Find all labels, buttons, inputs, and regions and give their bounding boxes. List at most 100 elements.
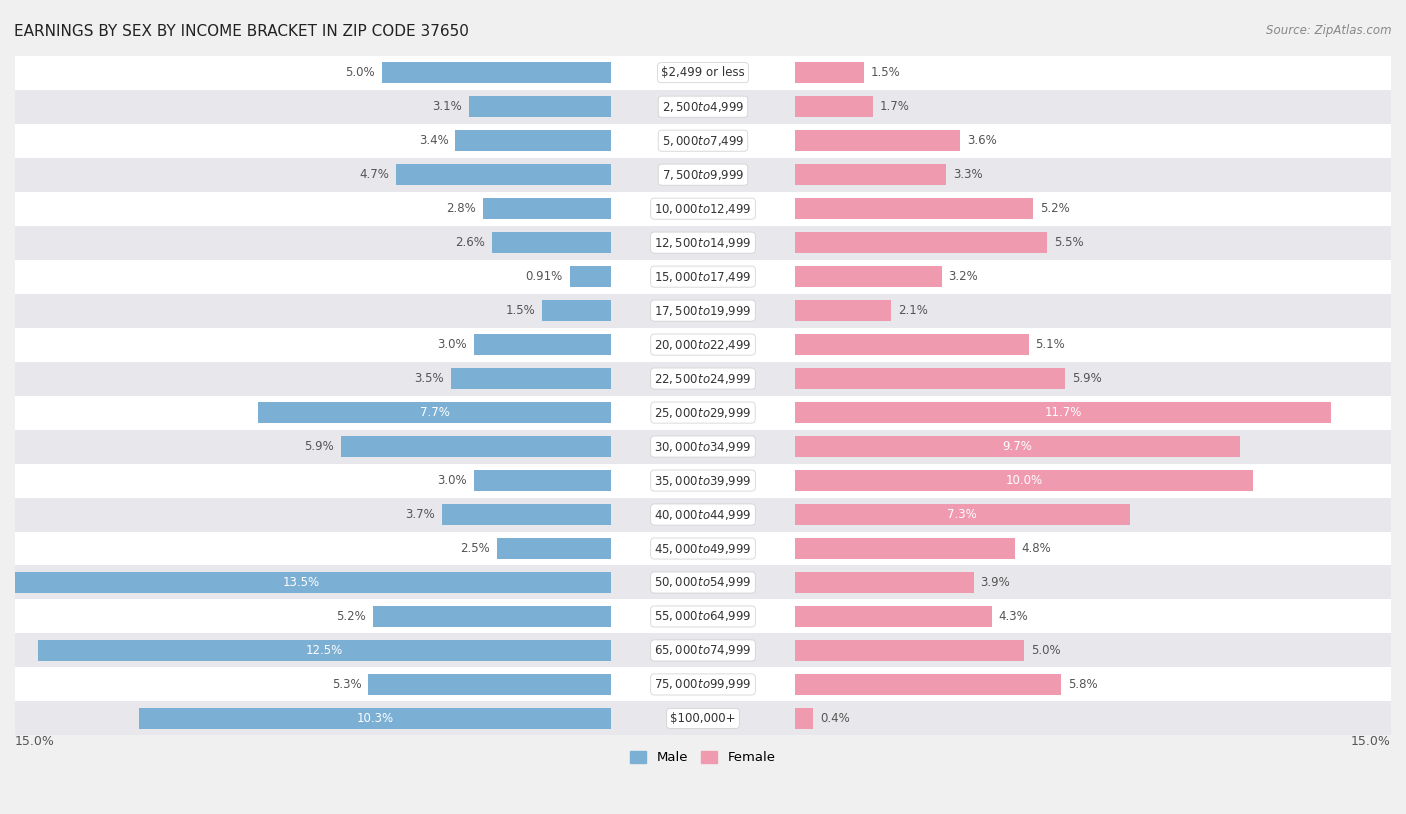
- Bar: [496, 538, 612, 558]
- Text: $75,000 to $99,999: $75,000 to $99,999: [654, 677, 752, 691]
- Bar: [15, 599, 1391, 633]
- Text: 4.8%: 4.8%: [1022, 542, 1052, 555]
- Bar: [15, 294, 1391, 327]
- Bar: [15, 396, 1391, 430]
- Bar: [15, 463, 1391, 497]
- Bar: [15, 702, 1391, 735]
- Bar: [15, 225, 1391, 260]
- Text: $35,000 to $39,999: $35,000 to $39,999: [654, 474, 752, 488]
- Text: 3.2%: 3.2%: [949, 270, 979, 283]
- Text: 15.0%: 15.0%: [1351, 735, 1391, 748]
- Bar: [794, 470, 1253, 491]
- Text: $55,000 to $64,999: $55,000 to $64,999: [654, 610, 752, 624]
- Bar: [441, 505, 612, 525]
- Bar: [569, 266, 612, 287]
- Text: 5.5%: 5.5%: [1054, 236, 1084, 249]
- Text: 5.2%: 5.2%: [336, 610, 366, 623]
- Text: 7.3%: 7.3%: [948, 508, 977, 521]
- Text: 5.0%: 5.0%: [1031, 644, 1060, 657]
- Bar: [794, 674, 1060, 694]
- Bar: [794, 369, 1066, 389]
- Text: $50,000 to $54,999: $50,000 to $54,999: [654, 575, 752, 589]
- Bar: [0, 572, 612, 593]
- Text: 0.91%: 0.91%: [526, 270, 562, 283]
- Text: 5.9%: 5.9%: [1073, 372, 1102, 385]
- Text: 12.5%: 12.5%: [307, 644, 343, 657]
- Bar: [395, 164, 612, 185]
- Bar: [794, 63, 863, 83]
- Bar: [794, 164, 946, 185]
- Text: 3.3%: 3.3%: [953, 168, 983, 182]
- Text: 0.4%: 0.4%: [820, 712, 849, 725]
- Text: 5.3%: 5.3%: [332, 678, 361, 691]
- Text: 3.5%: 3.5%: [415, 372, 444, 385]
- Bar: [794, 233, 1047, 253]
- Text: $30,000 to $34,999: $30,000 to $34,999: [654, 440, 752, 453]
- Bar: [794, 199, 1033, 219]
- Bar: [482, 199, 612, 219]
- Text: $2,500 to $4,999: $2,500 to $4,999: [662, 99, 744, 114]
- Bar: [474, 335, 612, 355]
- Text: 10.0%: 10.0%: [1005, 474, 1043, 487]
- Bar: [451, 369, 612, 389]
- Text: $22,500 to $24,999: $22,500 to $24,999: [654, 371, 752, 386]
- Text: 3.4%: 3.4%: [419, 134, 449, 147]
- Text: 1.5%: 1.5%: [506, 304, 536, 317]
- Text: EARNINGS BY SEX BY INCOME BRACKET IN ZIP CODE 37650: EARNINGS BY SEX BY INCOME BRACKET IN ZIP…: [14, 24, 470, 39]
- Text: 4.7%: 4.7%: [359, 168, 389, 182]
- Bar: [368, 674, 612, 694]
- Text: 10.3%: 10.3%: [357, 712, 394, 725]
- Text: $25,000 to $29,999: $25,000 to $29,999: [654, 405, 752, 419]
- Bar: [794, 300, 891, 321]
- Bar: [794, 606, 993, 627]
- Bar: [373, 606, 612, 627]
- Bar: [474, 470, 612, 491]
- Bar: [794, 505, 1129, 525]
- Text: 4.3%: 4.3%: [998, 610, 1029, 623]
- Text: 2.5%: 2.5%: [460, 542, 489, 555]
- Bar: [794, 572, 973, 593]
- Bar: [15, 191, 1391, 225]
- Bar: [456, 130, 612, 151]
- Text: $2,499 or less: $2,499 or less: [661, 66, 745, 79]
- Bar: [492, 233, 612, 253]
- Text: $12,500 to $14,999: $12,500 to $14,999: [654, 235, 752, 250]
- Text: 3.7%: 3.7%: [405, 508, 434, 521]
- Text: $20,000 to $22,499: $20,000 to $22,499: [654, 338, 752, 352]
- Text: 5.0%: 5.0%: [346, 66, 375, 79]
- Text: $100,000+: $100,000+: [671, 712, 735, 725]
- Text: 9.7%: 9.7%: [1002, 440, 1032, 453]
- Bar: [15, 260, 1391, 294]
- Bar: [794, 130, 960, 151]
- Text: 2.8%: 2.8%: [446, 202, 477, 215]
- Bar: [15, 327, 1391, 361]
- Bar: [38, 641, 612, 661]
- Text: 5.1%: 5.1%: [1036, 338, 1066, 351]
- Bar: [15, 430, 1391, 463]
- Bar: [15, 158, 1391, 191]
- Text: Source: ZipAtlas.com: Source: ZipAtlas.com: [1267, 24, 1392, 37]
- Bar: [794, 641, 1024, 661]
- Text: 3.9%: 3.9%: [980, 576, 1011, 589]
- Bar: [15, 667, 1391, 702]
- Bar: [794, 402, 1331, 422]
- Text: 15.0%: 15.0%: [15, 735, 55, 748]
- Text: $17,500 to $19,999: $17,500 to $19,999: [654, 304, 752, 317]
- Text: 5.9%: 5.9%: [304, 440, 333, 453]
- Bar: [15, 566, 1391, 599]
- Text: $65,000 to $74,999: $65,000 to $74,999: [654, 643, 752, 658]
- Text: 5.2%: 5.2%: [1040, 202, 1070, 215]
- Bar: [340, 436, 612, 457]
- Bar: [15, 361, 1391, 396]
- Text: 3.0%: 3.0%: [437, 338, 467, 351]
- Text: $45,000 to $49,999: $45,000 to $49,999: [654, 541, 752, 555]
- Bar: [794, 335, 1029, 355]
- Text: $10,000 to $12,499: $10,000 to $12,499: [654, 202, 752, 216]
- Text: 7.7%: 7.7%: [420, 406, 450, 419]
- Text: $15,000 to $17,499: $15,000 to $17,499: [654, 269, 752, 283]
- Bar: [15, 124, 1391, 158]
- Bar: [15, 497, 1391, 532]
- Text: 3.6%: 3.6%: [967, 134, 997, 147]
- Text: 1.5%: 1.5%: [870, 66, 900, 79]
- Text: 2.1%: 2.1%: [898, 304, 928, 317]
